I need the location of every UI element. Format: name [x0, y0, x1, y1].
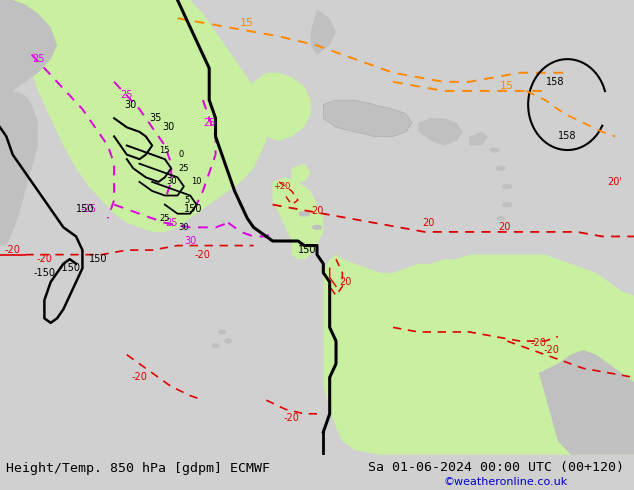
- Polygon shape: [225, 339, 231, 343]
- Text: 30: 30: [162, 122, 174, 132]
- Text: -150: -150: [59, 263, 81, 273]
- Text: 10: 10: [191, 177, 202, 186]
- Polygon shape: [299, 212, 309, 216]
- Text: 25: 25: [203, 118, 216, 128]
- Text: 25: 25: [32, 54, 44, 64]
- Polygon shape: [503, 185, 512, 188]
- Polygon shape: [292, 164, 311, 182]
- Polygon shape: [496, 166, 505, 170]
- Polygon shape: [469, 132, 488, 146]
- Text: 30: 30: [184, 236, 197, 246]
- Text: 150: 150: [76, 204, 95, 214]
- Text: 158: 158: [558, 131, 577, 142]
- Text: 30: 30: [124, 99, 136, 110]
- Text: 20: 20: [422, 218, 434, 228]
- Text: 150: 150: [298, 245, 317, 255]
- Text: +20: +20: [273, 182, 291, 191]
- Text: 0: 0: [178, 150, 183, 159]
- Polygon shape: [539, 350, 634, 455]
- Text: -20: -20: [531, 338, 547, 348]
- Text: -20: -20: [543, 345, 560, 355]
- Text: -20: -20: [283, 414, 300, 423]
- Text: -20: -20: [131, 372, 148, 382]
- Polygon shape: [219, 330, 225, 334]
- Polygon shape: [380, 123, 399, 136]
- Polygon shape: [0, 0, 266, 232]
- Text: Sa 01-06-2024 00:00 UTC (00+120): Sa 01-06-2024 00:00 UTC (00+120): [368, 461, 624, 473]
- Text: 25: 25: [120, 91, 133, 100]
- Polygon shape: [0, 91, 38, 245]
- Text: 35: 35: [149, 113, 162, 123]
- Text: -20: -20: [4, 245, 21, 255]
- Polygon shape: [247, 73, 311, 141]
- Text: 150: 150: [184, 204, 203, 214]
- Text: 25: 25: [160, 214, 170, 223]
- Polygon shape: [311, 9, 336, 54]
- Text: 15: 15: [240, 18, 254, 28]
- Text: ©weatheronline.co.uk: ©weatheronline.co.uk: [444, 477, 568, 487]
- Polygon shape: [323, 100, 412, 136]
- Text: -150: -150: [34, 268, 55, 278]
- Text: -25: -25: [81, 204, 97, 214]
- Text: 20': 20': [607, 177, 623, 187]
- Text: 15: 15: [500, 81, 514, 92]
- Polygon shape: [273, 177, 323, 259]
- Polygon shape: [503, 203, 512, 206]
- Polygon shape: [497, 217, 505, 220]
- Text: 20: 20: [339, 277, 352, 287]
- Text: 30: 30: [179, 223, 189, 232]
- Polygon shape: [0, 0, 57, 100]
- Text: 30: 30: [166, 177, 176, 186]
- Text: 25: 25: [179, 164, 189, 173]
- Text: -20: -20: [195, 249, 211, 260]
- Polygon shape: [323, 255, 634, 455]
- Text: 158: 158: [545, 77, 564, 87]
- Polygon shape: [418, 118, 463, 146]
- Text: 15: 15: [160, 146, 170, 154]
- Polygon shape: [313, 225, 321, 229]
- Polygon shape: [490, 148, 499, 152]
- Text: Height/Temp. 850 hPa [gdpm] ECMWF: Height/Temp. 850 hPa [gdpm] ECMWF: [6, 463, 270, 475]
- Text: 25: 25: [165, 218, 178, 228]
- Text: -20: -20: [36, 254, 53, 264]
- Text: 20: 20: [311, 206, 323, 217]
- Polygon shape: [212, 344, 219, 347]
- Text: 20: 20: [498, 222, 510, 232]
- Text: 5: 5: [184, 196, 190, 205]
- Text: 150: 150: [89, 254, 108, 264]
